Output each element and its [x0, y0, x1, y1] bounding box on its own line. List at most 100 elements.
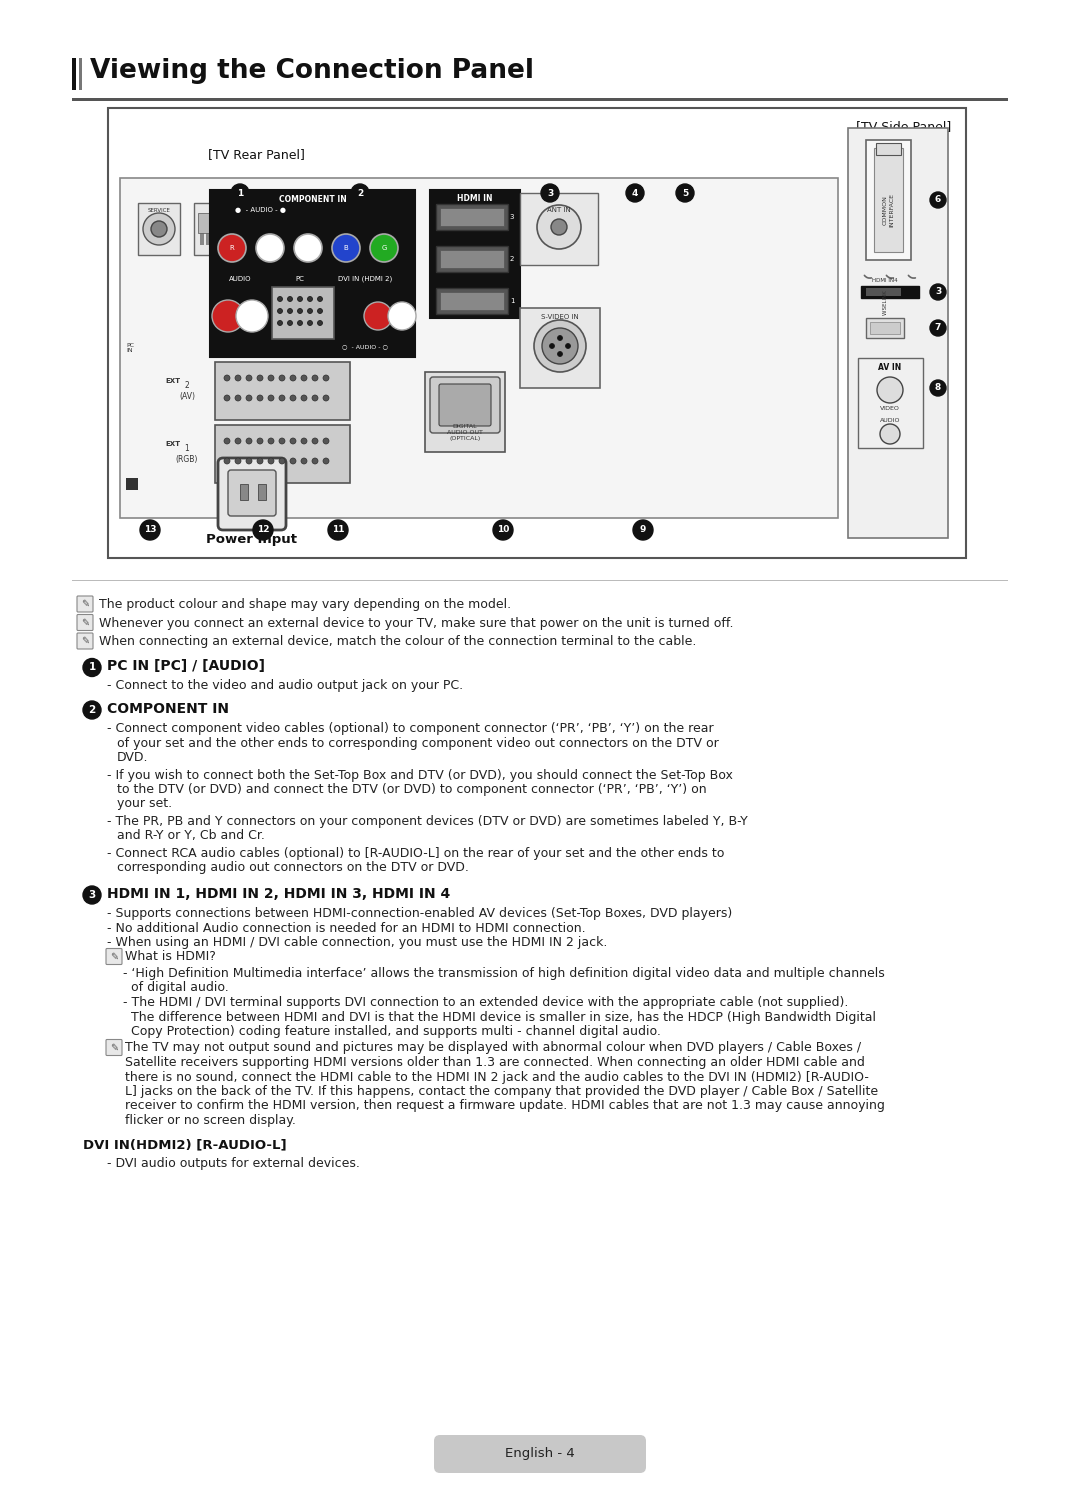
- Text: 1: 1: [237, 189, 243, 198]
- Text: ANT IN: ANT IN: [548, 207, 571, 213]
- Text: SERVICE: SERVICE: [148, 208, 171, 213]
- Text: ✎: ✎: [110, 951, 118, 961]
- Circle shape: [312, 458, 318, 464]
- Text: AV IN: AV IN: [878, 363, 902, 372]
- Circle shape: [253, 519, 273, 540]
- Bar: [212, 234, 216, 246]
- Circle shape: [566, 344, 570, 348]
- Circle shape: [633, 519, 653, 540]
- Circle shape: [83, 885, 102, 905]
- Bar: [210, 272, 415, 357]
- Bar: [215, 426, 350, 484]
- Circle shape: [301, 394, 307, 400]
- Circle shape: [235, 437, 241, 443]
- Circle shape: [332, 234, 360, 262]
- Bar: [126, 478, 138, 490]
- Circle shape: [218, 234, 246, 262]
- Text: - Connect component video cables (optional) to component connector (‘PR’, ‘PB’, : - Connect component video cables (option…: [107, 722, 714, 735]
- Text: ○  - AUDIO - ○: ○ - AUDIO - ○: [342, 344, 388, 350]
- Circle shape: [287, 320, 293, 326]
- Circle shape: [224, 437, 230, 443]
- Text: ✎: ✎: [81, 618, 89, 628]
- Text: HDMI IN4: HDMI IN4: [873, 278, 897, 283]
- Text: your set.: your set.: [117, 798, 172, 811]
- Text: - The PR, PB and Y connectors on your component devices (DTV or DVD) are sometim: - The PR, PB and Y connectors on your co…: [107, 815, 747, 827]
- Text: R: R: [230, 246, 234, 251]
- Bar: [72, 98, 1008, 101]
- Text: The TV may not output sound and pictures may be displayed with abnormal colour w: The TV may not output sound and pictures…: [125, 1042, 861, 1055]
- Circle shape: [279, 458, 285, 464]
- Circle shape: [278, 296, 283, 302]
- Circle shape: [308, 296, 312, 302]
- Bar: [72, 58, 76, 89]
- Circle shape: [312, 437, 318, 443]
- Bar: [210, 190, 415, 269]
- Text: PC IN [PC] / [AUDIO]: PC IN [PC] / [AUDIO]: [107, 659, 265, 674]
- Text: ●  - AUDIO - ●: ● - AUDIO - ●: [235, 207, 286, 213]
- Text: HDMI IN: HDMI IN: [457, 193, 492, 202]
- Circle shape: [626, 185, 644, 202]
- Text: 3: 3: [89, 890, 96, 900]
- Text: 10: 10: [497, 525, 509, 534]
- Circle shape: [279, 437, 285, 443]
- Bar: [436, 289, 508, 314]
- Circle shape: [930, 192, 946, 208]
- Text: S-VIDEO IN: S-VIDEO IN: [541, 314, 579, 320]
- Text: DIGITAL
AUDIO OUT
(OPTICAL): DIGITAL AUDIO OUT (OPTICAL): [447, 424, 483, 440]
- Text: there is no sound, connect the HDMI cable to the HDMI IN 2 jack and the audio ca: there is no sound, connect the HDMI cabl…: [125, 1070, 869, 1083]
- Bar: [198, 213, 238, 234]
- Circle shape: [224, 458, 230, 464]
- Bar: [138, 202, 180, 254]
- Circle shape: [318, 296, 323, 302]
- Text: PC
IN: PC IN: [126, 342, 134, 354]
- Text: Viewing the Connection Panel: Viewing the Connection Panel: [90, 58, 534, 83]
- Text: Power Input: Power Input: [206, 533, 297, 546]
- Circle shape: [83, 659, 102, 677]
- Bar: [519, 193, 598, 265]
- Text: B: B: [343, 246, 349, 251]
- Text: ✎: ✎: [110, 1043, 118, 1052]
- FancyBboxPatch shape: [228, 470, 276, 516]
- Circle shape: [279, 394, 285, 400]
- Text: [TV Rear Panel]: [TV Rear Panel]: [208, 147, 305, 161]
- Text: What is HDMI?: What is HDMI?: [125, 951, 216, 964]
- Circle shape: [877, 376, 903, 403]
- Bar: [426, 372, 505, 452]
- Circle shape: [268, 437, 274, 443]
- Circle shape: [246, 394, 252, 400]
- Text: [TV Side Panel]: [TV Side Panel]: [855, 121, 951, 132]
- Text: 2: 2: [356, 189, 363, 198]
- Text: 3: 3: [510, 214, 514, 220]
- Text: 7: 7: [935, 323, 941, 332]
- FancyBboxPatch shape: [438, 384, 491, 426]
- Circle shape: [291, 437, 296, 443]
- Circle shape: [224, 375, 230, 381]
- Circle shape: [257, 375, 264, 381]
- Text: Copy Protection) coding feature installed, and supports multi - channel digital : Copy Protection) coding feature installe…: [123, 1025, 661, 1039]
- Circle shape: [308, 320, 312, 326]
- Text: of digital audio.: of digital audio.: [123, 982, 229, 994]
- FancyBboxPatch shape: [106, 1040, 122, 1055]
- Circle shape: [287, 308, 293, 314]
- Text: The product colour and shape may vary depending on the model.: The product colour and shape may vary de…: [99, 598, 511, 612]
- Text: Whenever you connect an external device to your TV, make sure that power on the : Whenever you connect an external device …: [99, 616, 733, 629]
- Circle shape: [492, 519, 513, 540]
- Circle shape: [323, 375, 329, 381]
- Circle shape: [323, 394, 329, 400]
- Bar: [240, 484, 248, 500]
- Text: of your set and the other ends to corresponding component video out connectors o: of your set and the other ends to corres…: [117, 737, 719, 750]
- Text: DVI IN (HDMI 2): DVI IN (HDMI 2): [338, 275, 392, 283]
- Circle shape: [880, 424, 900, 443]
- Circle shape: [301, 458, 307, 464]
- Text: - If you wish to connect both the Set-Top Box and DTV (or DVD), you should conne: - If you wish to connect both the Set-To…: [107, 768, 733, 781]
- Bar: [224, 234, 228, 246]
- Circle shape: [542, 327, 578, 365]
- Text: 3: 3: [546, 189, 553, 198]
- Circle shape: [287, 296, 293, 302]
- Text: - The HDMI / DVI terminal supports DVI connection to an extended device with the: - The HDMI / DVI terminal supports DVI c…: [123, 995, 849, 1009]
- Circle shape: [151, 222, 167, 237]
- Text: EXT: EXT: [165, 440, 180, 446]
- Text: LAN: LAN: [211, 208, 225, 214]
- Text: ✎: ✎: [81, 635, 89, 646]
- Text: - ‘High Definition Multimedia interface’ allows the transmission of high definit: - ‘High Definition Multimedia interface’…: [123, 967, 885, 981]
